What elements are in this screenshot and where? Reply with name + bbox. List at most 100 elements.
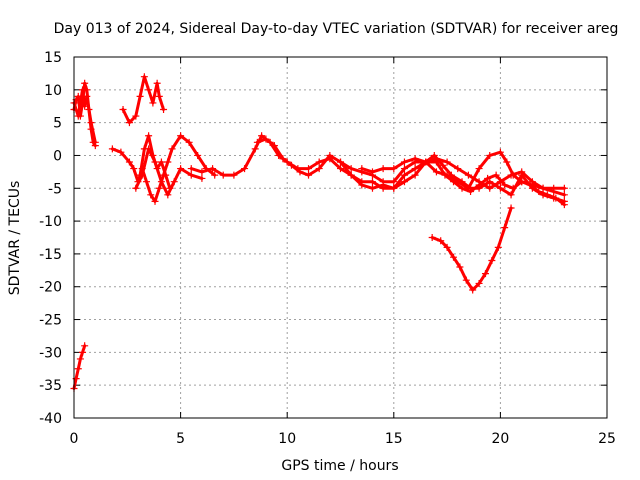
- y-axis-label: SDTVAR / TECUs: [7, 181, 23, 296]
- data-point: [241, 165, 249, 173]
- data-point: [475, 165, 483, 173]
- data-point: [469, 286, 477, 294]
- data-point: [136, 92, 144, 100]
- x-tick-label: 20: [491, 431, 509, 447]
- data-point: [157, 158, 165, 166]
- data-point: [400, 171, 408, 179]
- data-point: [145, 86, 153, 94]
- data-point: [368, 178, 376, 186]
- data-point: [187, 165, 195, 173]
- y-tick-label: -25: [39, 313, 62, 329]
- data-point: [464, 171, 472, 179]
- data-point: [560, 191, 568, 199]
- data-point: [177, 132, 185, 140]
- data-point: [262, 135, 270, 143]
- data-point: [496, 148, 504, 156]
- grid-layer: [74, 57, 607, 418]
- data-point: [140, 73, 148, 81]
- data-point: [411, 171, 419, 179]
- y-tick-label: 5: [53, 116, 62, 132]
- data-point: [552, 194, 560, 202]
- series-track-main-c: [337, 148, 568, 199]
- data-point: [270, 142, 278, 150]
- data-point: [411, 165, 419, 173]
- data-point: [142, 178, 150, 186]
- data-point: [337, 165, 344, 173]
- data-point: [518, 178, 526, 186]
- y-tick-label: 0: [53, 148, 62, 164]
- data-point: [456, 263, 464, 271]
- data-point: [475, 279, 483, 287]
- data-point: [198, 174, 206, 182]
- x-axis-label: GPS time / hours: [281, 458, 398, 474]
- series-line: [121, 75, 165, 125]
- data-point: [155, 184, 163, 192]
- data-point: [462, 276, 470, 284]
- series-line: [255, 137, 566, 207]
- data-point: [337, 158, 344, 166]
- data-point: [76, 355, 84, 363]
- data-point: [543, 191, 551, 199]
- data-point: [151, 158, 159, 166]
- data-point: [486, 151, 494, 159]
- data-point: [149, 99, 157, 107]
- data-point: [147, 191, 155, 199]
- data-point: [432, 155, 440, 163]
- data-point: [145, 132, 153, 140]
- data-point: [437, 237, 445, 245]
- y-tick-label: -40: [39, 411, 62, 427]
- data-point: [177, 165, 185, 173]
- data-point: [358, 165, 366, 173]
- data-point: [501, 181, 509, 189]
- data-point: [187, 171, 195, 179]
- data-point: [132, 112, 140, 120]
- data-point: [164, 158, 172, 166]
- data-point: [492, 171, 500, 179]
- data-point: [125, 119, 133, 127]
- y-tick-label: -35: [39, 378, 62, 394]
- x-tick-label: 0: [70, 431, 79, 447]
- x-tick-label: 5: [176, 431, 185, 447]
- data-point: [507, 191, 515, 199]
- data-point: [74, 112, 82, 120]
- data-point: [160, 171, 168, 179]
- data-point: [496, 184, 504, 192]
- data-point: [484, 174, 492, 182]
- data-point: [454, 165, 462, 173]
- data-point: [305, 171, 313, 179]
- data-point: [81, 79, 89, 87]
- x-tick-label: 15: [385, 431, 403, 447]
- data-point: [108, 145, 116, 153]
- data-point: [185, 138, 193, 146]
- data-point: [168, 145, 176, 153]
- series-morning-cluster-c: [138, 132, 219, 205]
- y-tick-label: -30: [39, 345, 62, 361]
- data-point: [475, 178, 483, 186]
- data-point: [439, 161, 447, 169]
- tick-layer: 0 5 10 15 20 25 -40 -35 -30 -25 -20 -15 -10 -5 0 5 10 15: [39, 50, 616, 447]
- chart-title: Day 013 of 2024, Sidereal Day-to-day VTE…: [54, 21, 619, 37]
- data-point: [315, 158, 323, 166]
- data-point: [79, 86, 87, 94]
- data-point: [358, 181, 366, 189]
- data-point: [296, 168, 304, 176]
- data-point: [151, 197, 159, 205]
- data-point: [535, 188, 543, 196]
- series-early-negative: [70, 342, 89, 392]
- data-point: [464, 184, 472, 192]
- data-point: [443, 171, 451, 179]
- x-tick-label: 10: [278, 431, 296, 447]
- data-point: [368, 168, 376, 176]
- series-line: [134, 147, 204, 197]
- data-point: [194, 151, 202, 159]
- data-point: [379, 165, 387, 173]
- data-point: [486, 184, 494, 192]
- y-tick-label: -10: [39, 214, 62, 230]
- data-point: [411, 155, 419, 163]
- data-point: [211, 171, 219, 179]
- data-point: [494, 243, 502, 251]
- series-line: [189, 134, 566, 203]
- data-point: [258, 132, 266, 140]
